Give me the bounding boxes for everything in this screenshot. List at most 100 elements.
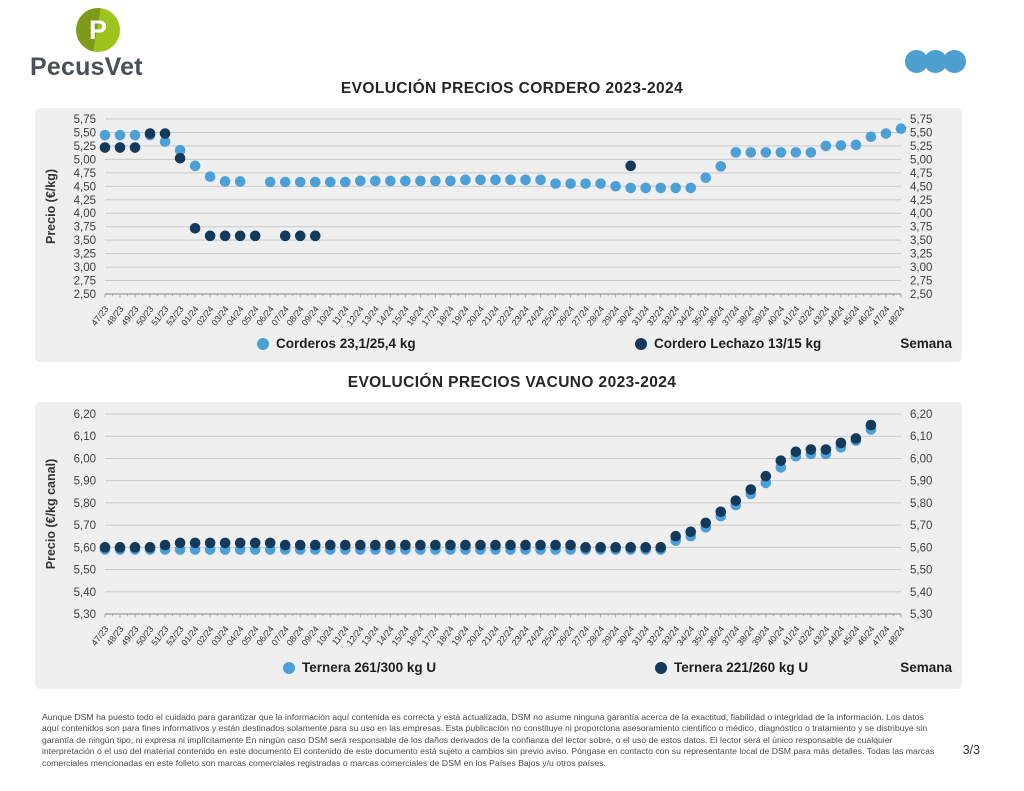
pecusvet-logo-icon: P [76,8,120,52]
data-point [655,542,666,553]
data-point [385,539,396,551]
y-tick-label: 5,00 [910,154,932,166]
logo-letter: P [88,14,107,45]
legend-item: Cordero Lechazo 13/15 kg [635,336,821,351]
data-point [159,136,171,147]
data-point [775,455,787,466]
data-point [535,539,546,551]
x-tick-label: 48/24 [885,624,906,648]
y-tick-label: 5,30 [910,609,932,621]
data-point [565,539,576,551]
data-point [760,147,772,158]
data-point [730,495,742,506]
y-tick-label: 5,70 [910,520,932,532]
data-point [640,542,651,553]
data-point [370,175,381,187]
data-point [114,542,126,553]
data-point [219,537,231,549]
data-point [234,230,246,242]
data-point [99,542,111,553]
data-point [340,176,351,188]
data-point [565,178,576,189]
y-axis-title: Precio (€/kg) [44,169,58,244]
y-tick-label: 6,10 [74,431,96,443]
y-tick-label: 5,70 [74,520,96,532]
y-tick-label: 6,00 [74,453,96,465]
cordero-chart-legend: Corderos 23,1/25,4 kg Cordero Lechazo 13… [35,336,962,360]
data-point [174,144,186,156]
data-point [535,174,546,186]
data-point [460,539,471,551]
series-ternera-221-260-kg-u [99,419,877,553]
vacuno-chart: 6,20 6,20 6,10 6,10 6,00 6,00 5,90 5,90 5,80 5,80… [44,409,932,648]
y-tick-label: 4,25 [74,195,96,207]
legend-dot-navy [635,337,647,350]
y-tick-label: 4,50 [910,181,932,193]
cordero-chart-title: EVOLUCIÓN PRECIOS CORDERO 2023-2024 [340,80,684,97]
data-point [114,142,126,153]
x-axis [104,293,902,298]
data-point [309,539,321,551]
data-point [460,174,471,186]
data-point [790,147,802,158]
data-point [700,172,712,183]
y-tick-label: 6,10 [910,431,932,443]
data-point [865,419,877,431]
data-point [340,539,351,551]
data-point [159,128,171,139]
data-point [520,174,531,186]
data-point [294,539,306,551]
data-point [655,182,666,194]
y-tick-label: 4,75 [910,168,932,180]
y-tick-label: 3,25 [910,249,932,261]
data-point [430,175,441,187]
data-point [234,537,246,549]
data-point [129,542,141,553]
data-point [760,470,772,482]
data-point [490,174,501,186]
data-point [610,181,621,192]
header-dot [924,50,947,73]
y-axis-labels: 5,75 5,755,50 5,505,25 5,255,00 5,004,75 4,75… [74,114,933,301]
legend-label: Ternera 221/260 kg U [674,660,809,675]
header-dot [905,50,928,73]
data-point [324,176,336,188]
y-tick-label: 3,00 [910,262,932,274]
data-point [249,230,261,242]
legend-label: Corderos 23,1/25,4 kg [276,336,416,351]
y-tick-label: 5,25 [910,141,932,153]
data-point [159,539,171,551]
data-point [895,123,907,134]
legend-item: Ternera 261/300 kg U [283,660,436,675]
data-point [595,178,606,189]
data-point [129,129,141,141]
data-point [790,446,802,458]
y-tick-label: 3,50 [74,235,96,247]
data-point [264,537,276,549]
vacuno-chart-title: EVOLUCIÓN PRECIOS VACUNO 2023-2024 [347,374,677,391]
data-point [685,182,697,194]
data-point [625,542,636,553]
y-tick-label: 5,90 [910,476,932,488]
legend-dot-navy [655,661,667,674]
y-tick-label: 5,30 [74,609,96,621]
disclaimer-text: Aunque DSM ha puesto todo el cuidado par… [42,712,935,768]
data-point [835,437,847,449]
gridlines [105,118,901,282]
legend-item: Corderos 23,1/25,4 kg [257,336,416,351]
data-point [595,542,606,553]
data-point [700,517,712,529]
data-point [475,174,486,186]
x-axis [104,613,902,618]
data-point [505,539,516,551]
pecusvet-logo: P PecusVet [30,8,190,82]
y-tick-label: 5,60 [74,542,96,554]
x-axis-labels: 47/2348/2349/2350/2351/2352/2301/2402/24… [89,624,906,648]
page-number: 3/3 [962,743,980,757]
data-point [745,147,757,158]
y-tick-label: 5,60 [910,542,932,554]
y-axis-title: Precio (€/kg canal) [44,459,58,569]
series-ternera-261-300-kg-u [99,424,877,555]
y-tick-label: 5,75 [910,114,932,126]
